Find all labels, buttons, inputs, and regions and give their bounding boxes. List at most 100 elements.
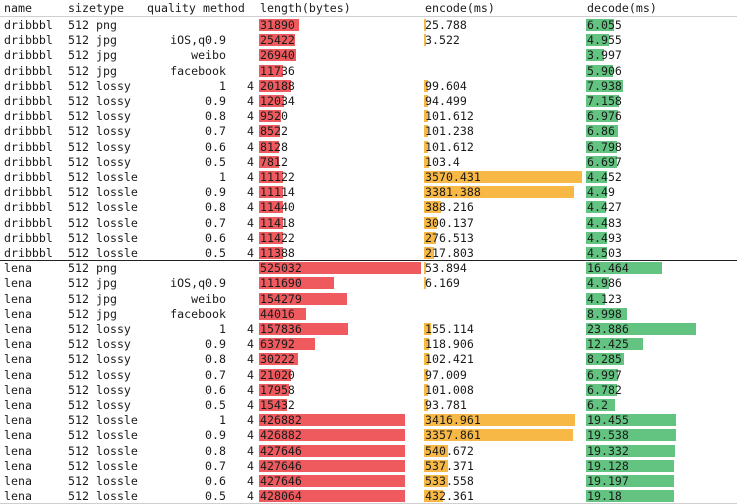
cell-type: jpg: [96, 276, 117, 291]
cell-length: 428064: [260, 489, 302, 504]
table-row: lena 512 png 525032 53.894 16.464: [0, 260, 737, 276]
encode-bar: [424, 444, 448, 457]
cell-quality: 0.8: [205, 109, 226, 124]
cell-method: 4: [247, 185, 254, 200]
cell-length: 26940: [260, 48, 295, 63]
cell-decode: 19.538: [587, 428, 629, 443]
cell-decode: 19.455: [587, 413, 629, 428]
cell-quality: 0.7: [205, 215, 226, 230]
cell-method: 4: [247, 367, 254, 382]
cell-encode: 155.114: [425, 322, 474, 336]
header-decode: decode(ms): [587, 1, 657, 15]
cell-encode: 102.421: [425, 352, 474, 367]
encode-bar: [424, 399, 428, 411]
length-bar: [259, 19, 299, 31]
decode-bar: [586, 429, 676, 442]
length-bar: [259, 414, 405, 427]
cell-length: 11418: [260, 215, 295, 230]
length-bar: [259, 292, 347, 305]
cell-size: 512: [68, 200, 89, 215]
cell-size: 512: [68, 382, 89, 397]
encode-bar: [424, 216, 437, 229]
cell-size: 512: [68, 413, 89, 428]
cell-type: lossy: [96, 398, 131, 412]
decode-bar: [586, 19, 614, 31]
cell-type: lossle: [96, 443, 138, 458]
table-row: lena 512 lossy 0.5 4 15432 93.781 6.2: [0, 397, 737, 413]
cell-size: 512: [68, 139, 89, 154]
cell-type: lossle: [96, 185, 138, 200]
cell-length: 525032: [260, 261, 302, 276]
cell-name: dribbbl: [4, 18, 53, 32]
cell-decode: 6.976: [587, 109, 622, 124]
cell-name: dribbbl: [4, 185, 53, 200]
table-row: dribbbl 512 lossle 0.7 4 11418 300.137 4.483: [0, 215, 737, 231]
length-bar: [259, 64, 283, 77]
cell-decode: 7.938: [587, 78, 622, 93]
cell-method: 4: [247, 94, 254, 108]
encode-bar: [424, 19, 426, 31]
cell-encode: 540.672: [425, 443, 474, 458]
encode-bar: [424, 95, 428, 107]
cell-method: 4: [247, 124, 254, 139]
cell-decode: 4.452: [587, 170, 622, 184]
cell-encode: 388.216: [425, 200, 474, 215]
length-bar: [259, 201, 283, 214]
cell-size: 512: [68, 215, 89, 230]
cell-type: lossy: [96, 382, 131, 397]
group-separator: [0, 260, 737, 261]
cell-type: jpg: [96, 63, 117, 78]
decode-bar: [586, 110, 618, 123]
cell-encode: 3357.861: [425, 428, 481, 443]
cell-length: 157836: [260, 322, 302, 336]
table-row: dribbbl 512 lossle 0.5 4 11388 217.803 4.503: [0, 245, 737, 261]
cell-quality: 1: [219, 78, 226, 93]
length-bar: [259, 49, 296, 62]
cell-quality: 0.7: [205, 367, 226, 382]
table-row: lena 512 lossy 0.8 4 30222 102.421 8.285: [0, 351, 737, 367]
cell-decode: 6.2: [587, 398, 608, 412]
cell-method: 4: [247, 139, 254, 154]
encode-bar: [424, 353, 429, 366]
cell-name: lena: [4, 337, 32, 352]
cell-type: png: [96, 261, 117, 276]
cell-type: lossy: [96, 367, 131, 382]
cell-type: lossy: [96, 337, 131, 352]
table-row: lena 512 jpg facebook 44016 8.998: [0, 306, 737, 322]
cell-type: lossle: [96, 170, 138, 184]
cell-decode: 4.483: [587, 215, 622, 230]
cell-method: 4: [247, 352, 254, 367]
cell-encode: 93.781: [425, 398, 467, 412]
table-row: lena 512 lossy 0.9 4 63792 118.906 12.425: [0, 336, 737, 352]
length-bar: [259, 444, 405, 457]
cell-name: lena: [4, 413, 32, 428]
cell-length: 8522: [260, 124, 288, 139]
encode-bar: [424, 247, 434, 259]
cell-decode: 6.86: [587, 124, 615, 139]
cell-size: 512: [68, 109, 89, 124]
cell-type: lossle: [96, 200, 138, 215]
cell-method: [230, 260, 254, 276]
cell-name: lena: [4, 352, 32, 367]
cell-quality: 0.9: [205, 428, 226, 443]
table-row: dribbbl 512 lossle 0.6 4 11422 276.513 4.493: [0, 230, 737, 246]
cell-length: 30222: [260, 352, 295, 367]
encode-bar: [424, 155, 429, 168]
decode-bar: [586, 247, 607, 259]
length-bar: [259, 277, 334, 290]
cell-name: lena: [4, 261, 32, 276]
cell-length: 21020: [260, 367, 295, 382]
decode-bar: [586, 399, 615, 411]
cell-name: lena: [4, 306, 32, 321]
cell-method: [230, 306, 254, 322]
cell-name: lena: [4, 276, 32, 291]
cell-quality: facebook: [170, 63, 226, 78]
cell-method: 4: [247, 382, 254, 397]
cell-length: 31890: [260, 18, 295, 32]
decode-bar: [586, 140, 617, 153]
cell-size: 512: [68, 48, 89, 63]
cell-size: 512: [68, 246, 89, 260]
cell-type: lossy: [96, 154, 131, 169]
cell-size: 512: [68, 337, 89, 352]
cell-length: 11114: [260, 185, 295, 200]
